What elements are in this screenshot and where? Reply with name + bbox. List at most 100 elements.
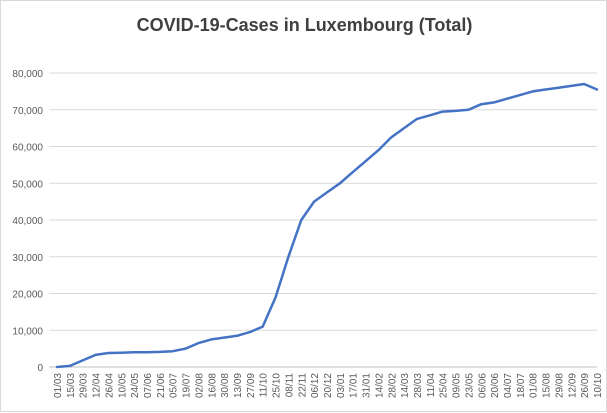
y-tick-label: 30,000 — [12, 253, 43, 264]
data-point — [133, 351, 135, 354]
x-tick-label: 06/12 — [310, 373, 321, 398]
axis-layer: 0 10,000 20,000 30,000 40,000 50,000 60,000 70,… — [12, 69, 604, 398]
data-point — [351, 171, 354, 173]
grid-layer — [49, 72, 597, 331]
x-tick-label: 29/03 — [79, 373, 90, 398]
data-point — [287, 256, 290, 258]
data-point — [184, 347, 187, 350]
data-point — [519, 94, 521, 96]
data-point — [339, 182, 341, 185]
data-point — [81, 359, 84, 362]
x-tick-label: 28/02 — [387, 373, 398, 398]
x-tick-label: 23/05 — [464, 373, 475, 398]
data-point — [56, 366, 58, 368]
x-tick-label: 25/04 — [439, 373, 450, 398]
data-point — [171, 350, 174, 353]
x-tick-label: 16/08 — [207, 373, 218, 398]
x-tick-label: 08/11 — [284, 373, 295, 398]
y-tick-label: 20,000 — [12, 290, 43, 301]
x-tick-label: 01/08 — [529, 373, 540, 398]
data-point — [467, 109, 470, 111]
data-point — [544, 88, 547, 91]
x-tick-label: 21/06 — [156, 373, 167, 398]
x-tick-label: 14/02 — [374, 373, 385, 398]
data-point — [493, 101, 495, 104]
data-point — [429, 114, 431, 117]
data-point — [416, 118, 418, 120]
x-tick-label: 30/08 — [220, 373, 231, 398]
data-point — [506, 97, 508, 100]
x-tick-label: 01/03 — [53, 373, 64, 398]
data-point — [480, 103, 483, 105]
data-point — [570, 85, 573, 87]
x-tick-label: 07/06 — [143, 373, 154, 398]
data-point — [107, 352, 110, 354]
x-tick-label: 26/09 — [580, 373, 591, 398]
y-tick-label: 10,000 — [12, 326, 43, 337]
x-tick-label: 27/09 — [246, 373, 257, 398]
x-tick-label: 12/09 — [567, 373, 578, 398]
y-tick-label: 80,000 — [12, 69, 43, 80]
data-point — [531, 90, 534, 93]
x-tick-label: 28/03 — [413, 373, 424, 398]
x-tick-label: 02/08 — [194, 373, 205, 398]
data-point — [454, 110, 457, 112]
data-point — [403, 127, 405, 129]
series-layer — [55, 82, 599, 369]
x-tick-label: 20/12 — [323, 373, 334, 398]
x-tick-label: 04/07 — [503, 373, 514, 398]
x-tick-label: 15/08 — [542, 373, 553, 398]
data-point — [596, 88, 598, 91]
y-tick-label: 60,000 — [12, 143, 43, 154]
x-tick-label: 22/11 — [297, 373, 308, 398]
data-point — [223, 336, 225, 339]
x-tick-label: 06/06 — [477, 373, 488, 398]
x-tick-label: 15/03 — [66, 373, 77, 398]
y-tick-label: 0 — [37, 363, 43, 374]
data-point — [313, 200, 315, 203]
x-tick-label: 11/10 — [259, 373, 270, 398]
data-point — [364, 160, 367, 162]
data-point — [69, 365, 71, 367]
x-tick-label: 13/09 — [233, 373, 244, 398]
data-point — [159, 351, 161, 353]
x-tick-label: 18/07 — [516, 373, 527, 398]
chart-title: COVID-19-Cases in Luxembourg (Total) — [136, 15, 473, 35]
x-tick-label: 12/04 — [92, 373, 103, 398]
data-point — [210, 338, 213, 341]
y-tick-label: 40,000 — [12, 216, 43, 227]
data-point — [261, 325, 264, 328]
data-point — [236, 335, 238, 337]
y-tick-label: 50,000 — [12, 179, 43, 190]
x-tick-label: 11/04 — [426, 373, 437, 398]
y-tick-label: 70,000 — [12, 106, 43, 117]
data-point — [390, 136, 393, 139]
x-tick-label: 20/06 — [490, 373, 501, 398]
x-tick-label: 17/01 — [349, 373, 360, 398]
data-point — [583, 83, 585, 85]
series-line — [55, 82, 599, 369]
x-tick-label: 10/05 — [117, 373, 128, 398]
x-tick-label: 26/04 — [104, 373, 115, 398]
x-tick-label: 19/07 — [182, 373, 193, 398]
data-point — [377, 149, 380, 151]
data-point — [120, 351, 123, 354]
data-point — [441, 110, 444, 113]
x-tick-label: 24/05 — [130, 373, 141, 398]
data-point — [197, 342, 200, 344]
x-tick-label: 14/03 — [400, 373, 411, 398]
x-tick-label: 29/08 — [554, 373, 565, 398]
data-point — [326, 191, 328, 194]
x-tick-label: 05/07 — [169, 373, 180, 398]
x-tick-label: 31/01 — [362, 373, 373, 398]
data-point — [557, 86, 560, 89]
data-point — [274, 296, 277, 299]
data-point — [300, 219, 303, 221]
data-point — [249, 331, 251, 333]
x-tick-label: 25/10 — [272, 373, 283, 398]
x-tick-label: 09/05 — [452, 373, 463, 398]
data-point — [146, 351, 148, 354]
data-point — [94, 354, 97, 356]
x-tick-label: 10/10 — [593, 373, 604, 398]
